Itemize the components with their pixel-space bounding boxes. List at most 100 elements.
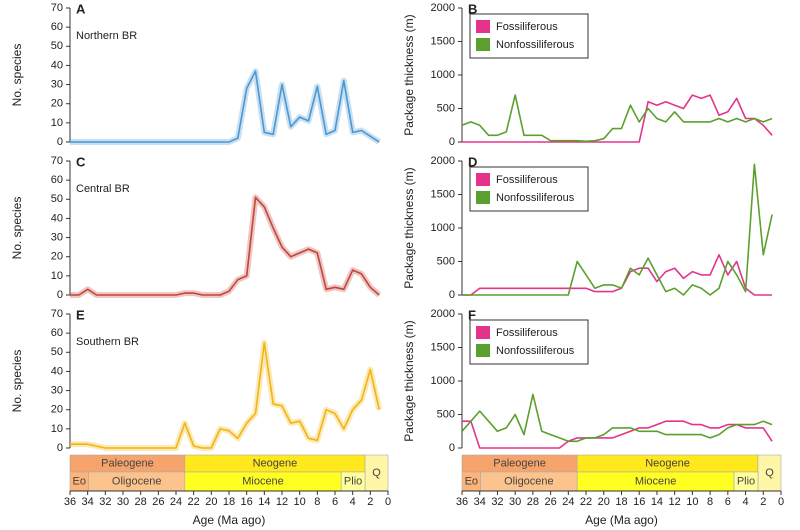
x-tick-label: 10 [294, 496, 306, 508]
y-tick-label: 500 [437, 255, 455, 267]
epoch-label: Eo [465, 475, 478, 487]
period-label: Q [765, 467, 774, 479]
x-tick-label: 36 [456, 496, 468, 508]
y-tick-label: 1500 [431, 341, 455, 353]
legend-swatch [476, 20, 490, 33]
panel-letter: E [76, 307, 85, 322]
legend-swatch [476, 191, 490, 204]
x-tick-label: 12 [669, 496, 681, 508]
x-tick-label: 32 [491, 496, 503, 508]
y-axis-label: No. species [10, 197, 24, 260]
epoch-label: Plio [737, 475, 755, 487]
panel-letter: F [468, 307, 476, 322]
x-tick-label: 32 [99, 496, 111, 508]
x-tick-label: 14 [651, 496, 663, 508]
x-tick-label: 2 [760, 496, 766, 508]
x-tick-label: 30 [117, 496, 129, 508]
legend-label: Fossiliferous [496, 174, 558, 186]
x-tick-label: 28 [135, 496, 147, 508]
x-tick-label: 8 [314, 496, 320, 508]
uncertainty-band [70, 194, 382, 298]
y-tick-label: 30 [51, 231, 63, 243]
x-tick-label: 26 [544, 496, 556, 508]
y-axis-label: Package thickness (m) [402, 320, 416, 441]
x-tick-label: 16 [241, 496, 253, 508]
y-tick-label: 2000 [431, 2, 455, 14]
epoch-label: Plio [344, 475, 362, 487]
y-tick-label: 10 [51, 270, 63, 282]
y-tick-label: 0 [449, 289, 455, 301]
x-tick-label: 20 [598, 496, 610, 508]
y-tick-label: 50 [51, 346, 63, 358]
y-tick-label: 40 [51, 212, 63, 224]
x-tick-label: 34 [82, 496, 94, 508]
x-tick-label: 22 [580, 496, 592, 508]
x-axis-label: Age (Ma ago) [193, 513, 266, 527]
uncertainty-band [70, 339, 383, 451]
y-tick-label: 1500 [431, 35, 455, 47]
epoch-label: Oligocene [504, 475, 554, 487]
x-tick-label: 2 [367, 496, 373, 508]
legend-swatch [476, 344, 490, 357]
series-line [462, 254, 773, 296]
epoch-label: Miocene [242, 475, 284, 487]
x-tick-label: 20 [205, 496, 217, 508]
legend-swatch [476, 173, 490, 186]
y-tick-label: 500 [437, 102, 455, 114]
period-label: Q [372, 467, 381, 479]
legend-label: Nonfossiliferous [496, 345, 575, 357]
y-tick-label: 50 [51, 193, 63, 205]
y-tick-label: 30 [51, 384, 63, 396]
panel-letter: B [468, 1, 477, 16]
legend-label: Nonfossiliferous [496, 192, 575, 204]
y-axis-label: Package thickness (m) [402, 167, 416, 288]
y-tick-label: 1000 [431, 375, 455, 387]
series-line [461, 94, 773, 143]
y-tick-label: 1000 [431, 69, 455, 81]
legend-swatch [476, 38, 490, 51]
x-tick-label: 24 [562, 496, 574, 508]
y-tick-label: 0 [449, 136, 455, 148]
legend-swatch [476, 326, 490, 339]
series-line [70, 196, 380, 296]
legend-label: Fossiliferous [496, 327, 558, 339]
x-tick-label: 18 [615, 496, 627, 508]
x-tick-label: 0 [385, 496, 391, 508]
x-tick-label: 12 [276, 496, 288, 508]
y-tick-label: 10 [51, 423, 63, 435]
region-label: Central BR [76, 183, 130, 195]
series-line [462, 94, 773, 143]
y-axis-label: No. species [10, 44, 24, 107]
y-tick-label: 0 [57, 289, 63, 301]
x-tick-label: 0 [778, 496, 784, 508]
y-tick-label: 20 [51, 98, 63, 110]
x-tick-label: 4 [742, 496, 748, 508]
y-tick-label: 20 [51, 404, 63, 416]
x-tick-label: 14 [258, 496, 270, 508]
period-label: Neogene [645, 457, 690, 469]
region-label: Northern BR [76, 30, 137, 42]
epoch-label: Oligocene [112, 475, 162, 487]
y-tick-label: 70 [51, 2, 63, 14]
series-line [462, 420, 773, 449]
y-tick-label: 2000 [431, 155, 455, 167]
y-tick-label: 0 [449, 442, 455, 454]
x-tick-label: 24 [170, 496, 182, 508]
y-tick-label: 10 [51, 117, 63, 129]
x-tick-label: 16 [633, 496, 645, 508]
x-tick-label: 34 [474, 496, 486, 508]
x-tick-label: 18 [223, 496, 235, 508]
y-tick-label: 1500 [431, 188, 455, 200]
epoch-label: Miocene [635, 475, 677, 487]
legend-label: Nonfossiliferous [496, 39, 575, 51]
y-axis-label: No. species [10, 350, 24, 413]
x-tick-label: 4 [350, 496, 356, 508]
y-tick-label: 2000 [431, 308, 455, 320]
panel-letter: A [76, 1, 86, 16]
y-tick-label: 20 [51, 251, 63, 263]
x-tick-label: 28 [527, 496, 539, 508]
panel-letter: D [468, 154, 477, 169]
x-tick-label: 26 [152, 496, 164, 508]
series-line [461, 393, 773, 443]
